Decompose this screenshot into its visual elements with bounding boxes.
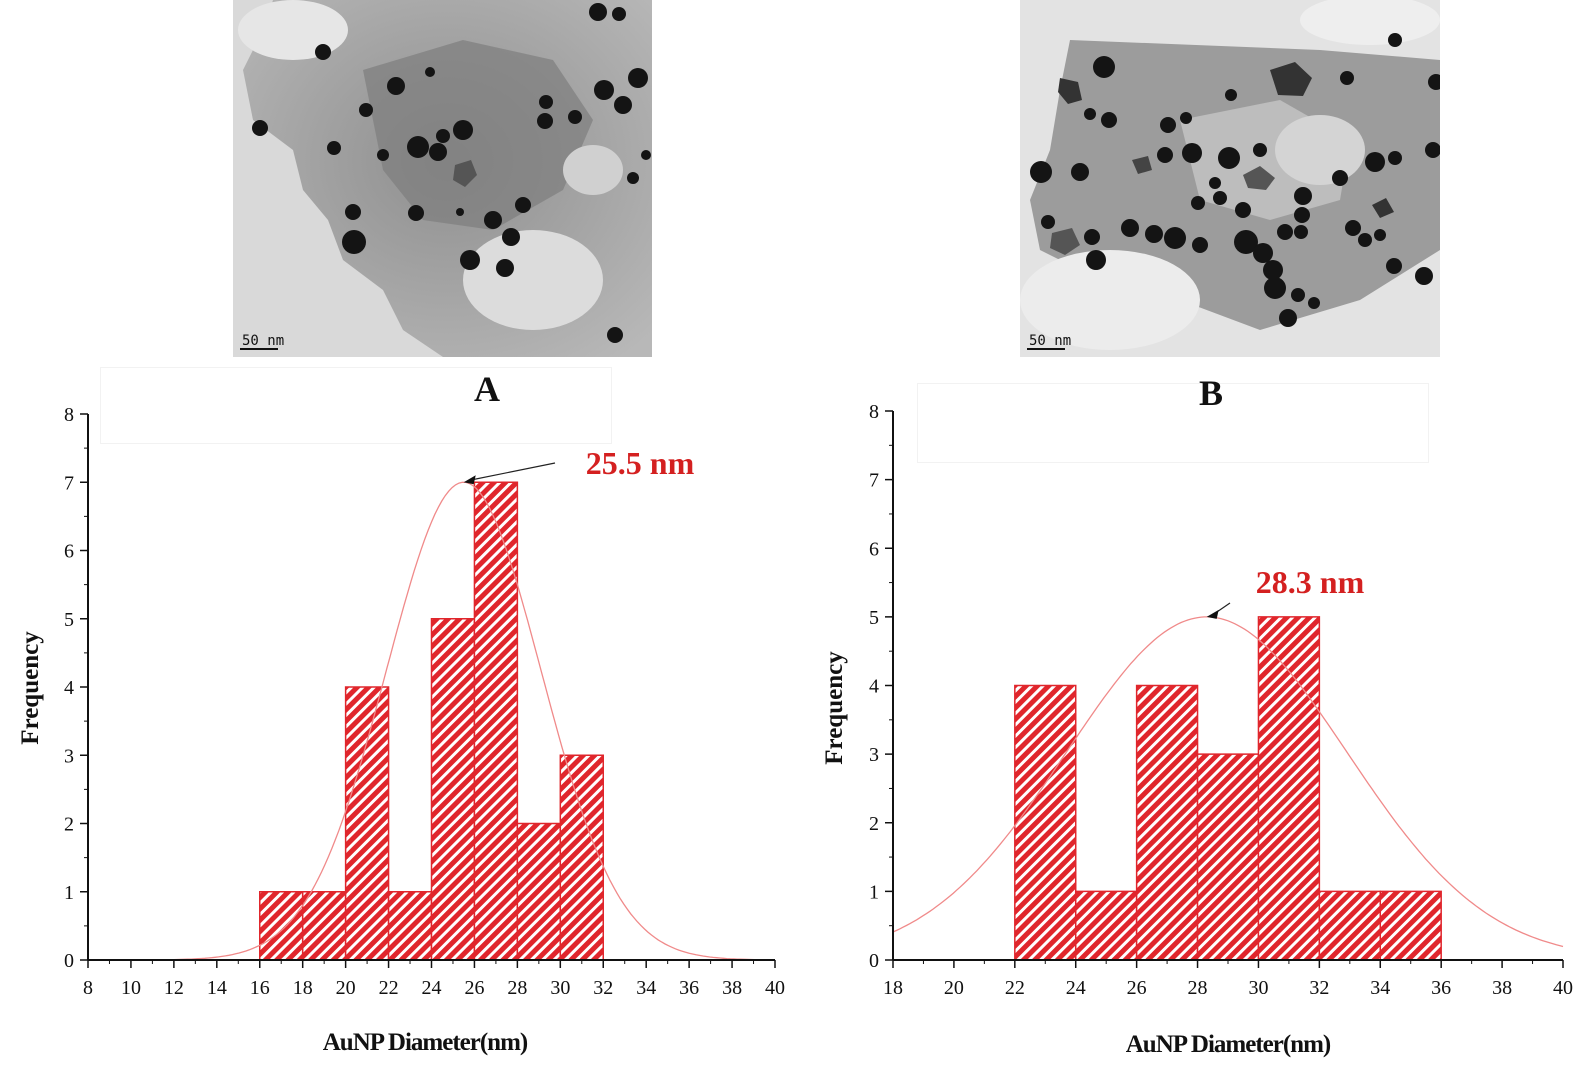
y-tick-label: 1 [64, 882, 74, 904]
panel-label-a: A [474, 368, 500, 410]
y-tick-label: 7 [869, 470, 879, 492]
y-tick-label: 0 [64, 950, 74, 972]
histogram-bar [303, 892, 346, 960]
y-axis-title: Frequency [821, 651, 848, 765]
tem-scale-label-b: 50 nm [1029, 333, 1071, 349]
panel-label-b: B [1199, 372, 1223, 414]
tem-image-b: 50 nm [1020, 0, 1440, 357]
histogram-bar [389, 892, 432, 960]
x-tick-label: 18 [883, 977, 903, 999]
histogram-bar [1137, 686, 1198, 961]
x-tick-label: 32 [593, 977, 613, 999]
histogram-bar [560, 755, 603, 960]
annotation-arrow-line [470, 463, 555, 480]
y-tick-label: 6 [869, 538, 879, 560]
x-tick-label: 32 [1309, 977, 1329, 999]
x-tick-label: 8 [83, 977, 93, 999]
histogram-bar [1198, 754, 1259, 960]
y-tick-label: 5 [869, 607, 879, 629]
x-tick-label: 34 [636, 977, 656, 999]
x-tick-label: 18 [293, 977, 313, 999]
y-tick-label: 0 [869, 950, 879, 972]
x-tick-label: 22 [1005, 977, 1025, 999]
annotation-arrow-head [464, 475, 476, 484]
peak-annotation-label: 25.5 nm [586, 445, 695, 481]
x-tick-label: 26 [1127, 977, 1147, 999]
x-tick-label: 38 [1492, 977, 1512, 999]
x-tick-label: 40 [765, 977, 785, 999]
legend-box-b [917, 383, 1429, 463]
gaussian-fit-curve [88, 482, 775, 960]
histogram-bar [1319, 891, 1380, 960]
annotation-arrow-line [1213, 603, 1230, 615]
y-tick-label: 8 [64, 404, 74, 426]
x-axis-title: AuNP Diameter(nm) [1126, 1031, 1331, 1058]
x-tick-label: 16 [250, 977, 270, 999]
x-tick-label: 14 [207, 977, 227, 999]
histogram-bar [260, 892, 303, 960]
y-tick-label: 5 [64, 609, 74, 631]
histogram-bar [517, 824, 560, 961]
annotation-arrow-head [1207, 610, 1219, 619]
histogram-bar [346, 687, 389, 960]
y-tick-label: 6 [64, 541, 74, 563]
x-tick-label: 10 [121, 977, 141, 999]
x-tick-label: 26 [464, 977, 484, 999]
chart-panel-a: 8 10 12 14 16 18 20 22 24 26 28 30 32 34 36 38 400123456… [17, 404, 785, 1056]
y-tick-label: 8 [869, 401, 879, 423]
y-axis-title: Frequency [17, 631, 44, 745]
y-tick-label: 4 [64, 677, 74, 699]
legend-box-a [100, 367, 612, 444]
y-tick-label: 7 [64, 472, 74, 494]
y-tick-label: 2 [64, 814, 74, 836]
x-tick-label: 30 [1248, 977, 1268, 999]
peak-annotation-label: 28.3 nm [1256, 564, 1365, 600]
x-tick-label: 38 [722, 977, 742, 999]
tem-image-a: 50 nm [233, 0, 652, 357]
x-tick-label: 20 [944, 977, 964, 999]
histogram-bar [474, 482, 517, 960]
x-tick-label: 36 [679, 977, 699, 999]
y-tick-label: 2 [869, 813, 879, 835]
x-tick-label: 22 [379, 977, 399, 999]
y-tick-label: 1 [869, 881, 879, 903]
x-tick-label: 24 [1066, 977, 1086, 999]
y-tick-label: 4 [869, 676, 879, 698]
histogram-bar [1076, 891, 1137, 960]
histogram-bar [1258, 617, 1319, 960]
histogram-bar [432, 619, 475, 960]
gaussian-fit-curve [893, 617, 1563, 947]
x-tick-label: 36 [1431, 977, 1451, 999]
x-tick-label: 40 [1553, 977, 1573, 999]
x-tick-label: 24 [422, 977, 442, 999]
x-tick-label: 12 [164, 977, 184, 999]
y-tick-label: 3 [869, 744, 879, 766]
x-tick-label: 30 [550, 977, 570, 999]
x-tick-label: 20 [336, 977, 356, 999]
x-tick-label: 28 [507, 977, 527, 999]
tem-scale-label-a: 50 nm [242, 333, 284, 349]
y-tick-label: 3 [64, 745, 74, 767]
x-axis-title: AuNP Diameter(nm) [323, 1029, 528, 1056]
x-tick-label: 28 [1188, 977, 1208, 999]
x-tick-label: 34 [1370, 977, 1390, 999]
histogram-bar [1380, 891, 1441, 960]
histogram-bar [1015, 686, 1076, 961]
